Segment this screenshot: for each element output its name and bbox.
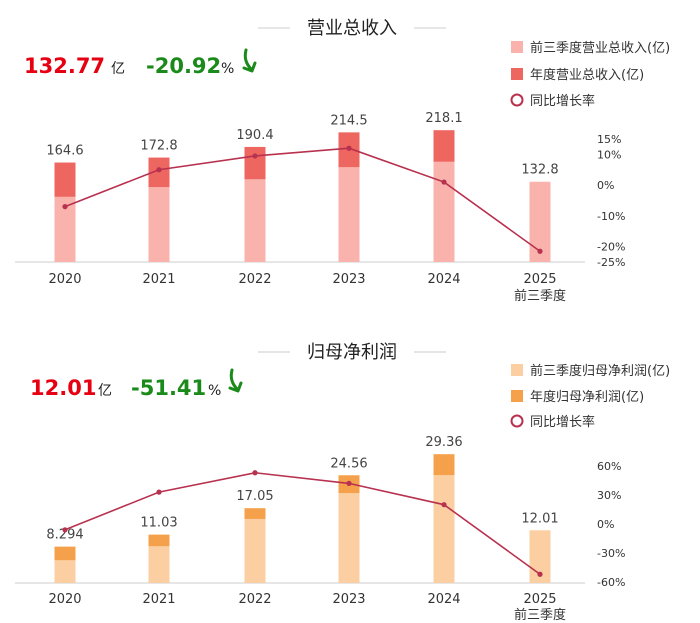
growth-point-2023 [346, 480, 352, 486]
bar-q3-2024 [433, 161, 455, 262]
growth-point-2022 [252, 470, 258, 476]
headline-value: 132.77 [24, 54, 105, 78]
right-axis-tick-label: -25% [597, 256, 625, 269]
bar-q3-2024 [433, 475, 455, 583]
chart-title: 营业总收入 [307, 18, 397, 39]
growth-point-2020 [62, 527, 68, 533]
headline-value-unit: 亿 [98, 383, 112, 399]
down-arrow-icon [242, 48, 257, 73]
bar-q3-2020 [54, 196, 76, 262]
data-label-2021: 172.8 [140, 139, 177, 154]
down-arrow-icon [228, 368, 243, 393]
x-tick-sublabel: 前三季度 [514, 607, 566, 623]
legend-swatch-q3 [511, 364, 523, 376]
data-label-2020: 8.294 [46, 528, 83, 543]
headline-value: 12.01 [30, 376, 96, 400]
data-label-2023: 24.56 [330, 456, 367, 471]
headline-change-unit: % [221, 61, 234, 77]
bar-q3-2021 [148, 546, 170, 583]
headline-change-unit: % [208, 383, 221, 399]
bar-q3-2022 [244, 179, 266, 262]
right-axis-tick-label: -10% [597, 210, 625, 223]
right-axis-tick-label: 0% [597, 518, 614, 531]
bar-q3-2025 [529, 181, 551, 262]
headline-change: -51.41 [131, 376, 206, 400]
growth-point-2021 [156, 489, 162, 495]
headline-change: -20.92 [146, 54, 221, 78]
x-tick-label-2025: 2025 [523, 272, 556, 287]
headline-value-unit: 亿 [111, 61, 125, 77]
growth-point-2025 [537, 248, 543, 254]
legend-swatch-q3 [511, 41, 523, 53]
x-tick-label-2022: 2022 [238, 592, 271, 607]
x-tick-label-2023: 2023 [332, 272, 365, 287]
growth-point-2023 [346, 145, 352, 151]
revenue-plot: 164.6 2020 172.8 2021 190.4 2022 214.5 2023 218.… [15, 111, 625, 304]
growth-point-2024 [441, 179, 447, 185]
bar-q3-2022 [244, 518, 266, 583]
growth-point-2024 [441, 502, 447, 508]
x-tick-label-2022: 2022 [238, 272, 271, 287]
right-axis-tick-label: 15% [597, 133, 621, 146]
growth-line [64, 471, 541, 575]
x-tick-label-2021: 2021 [142, 272, 175, 287]
right-axis-tick-label: -30% [597, 547, 625, 560]
legend-label-q3: 前三季度归母净利润(亿) [530, 363, 670, 379]
right-axis-tick-label: 10% [597, 148, 621, 161]
bar-q3-2021 [148, 187, 170, 262]
growth-point-2025 [537, 571, 543, 577]
net-profit-panel: 归母净利润 12.01 亿 -51.41 % 前三季度归母净利润(亿) 年度归母… [15, 342, 670, 623]
bar-q3-2020 [54, 560, 76, 583]
data-label-2024: 29.36 [425, 435, 462, 450]
data-label-2020: 164.6 [46, 144, 83, 159]
data-label-2025: 12.01 [521, 511, 558, 526]
x-tick-label-2020: 2020 [48, 592, 81, 607]
x-tick-label-2020: 2020 [48, 272, 81, 287]
growth-line [64, 147, 541, 252]
legend-label-growth: 同比增长率 [530, 414, 595, 430]
data-label-2024: 218.1 [425, 111, 462, 126]
bar-q3-2023 [338, 493, 360, 583]
x-tick-label-2025: 2025 [523, 592, 556, 607]
data-label-2022: 190.4 [236, 128, 273, 143]
x-tick-label-2021: 2021 [142, 592, 175, 607]
legend-label-q3: 前三季度营业总收入(亿) [530, 40, 670, 56]
legend-marker-growth [510, 93, 524, 107]
data-label-2025: 132.8 [521, 163, 558, 178]
growth-point-2021 [156, 167, 162, 173]
right-axis-tick-label: 60% [597, 460, 621, 473]
legend-swatch-annual [511, 390, 523, 402]
data-label-2023: 214.5 [330, 113, 367, 128]
x-tick-sublabel: 前三季度 [514, 288, 566, 304]
legend-label-annual: 年度营业总收入(亿) [530, 67, 644, 83]
right-axis-tick-label: -20% [597, 241, 625, 254]
bar-q3-2023 [338, 167, 360, 262]
revenue-panel: 营业总收入 132.77 亿 -20.92 % 前三季度营业总收入(亿) 年度营… [15, 18, 670, 304]
data-label-2021: 11.03 [140, 516, 177, 531]
x-tick-label-2024: 2024 [427, 592, 460, 607]
legend-label-annual: 年度归母净利润(亿) [530, 389, 644, 405]
legend-label-growth: 同比增长率 [530, 93, 595, 109]
right-axis-tick-label: 0% [597, 179, 614, 192]
data-label-2022: 17.05 [236, 489, 273, 504]
right-axis-tick-label: 30% [597, 489, 621, 502]
x-tick-label-2024: 2024 [427, 272, 460, 287]
legend-swatch-annual [511, 68, 523, 80]
x-tick-label-2023: 2023 [332, 592, 365, 607]
growth-point-2022 [252, 153, 258, 159]
net-profit-plot: 8.294 2020 11.03 2021 17.05 2022 24.56 2023 29.3… [15, 435, 625, 623]
chart-title: 归母净利润 [307, 342, 397, 363]
legend-marker-growth [510, 414, 524, 428]
right-axis-tick-label: -60% [597, 576, 625, 589]
growth-point-2020 [62, 204, 68, 210]
